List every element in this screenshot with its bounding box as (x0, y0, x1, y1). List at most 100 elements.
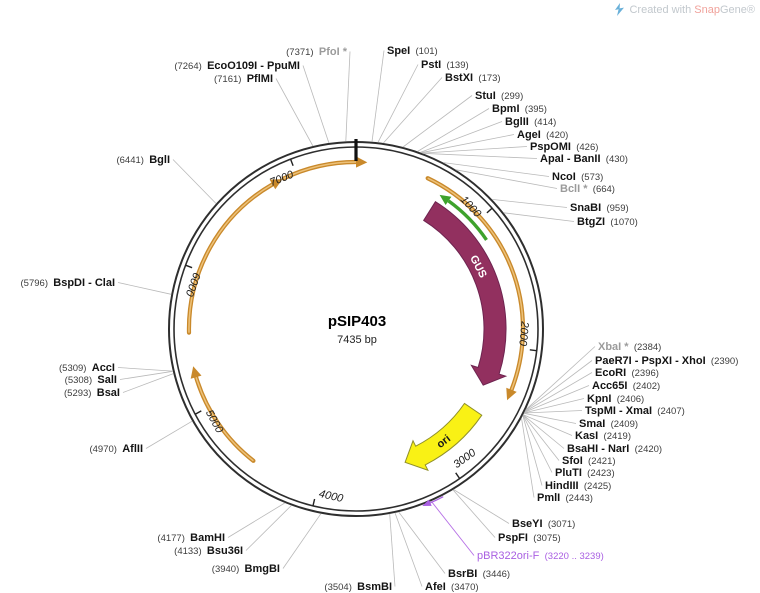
site-label-bcli[interactable]: BclI * (664) (560, 183, 615, 195)
position-marker-4000: 4000 (318, 488, 345, 505)
site-label-agei[interactable]: AgeI (420) (517, 129, 568, 141)
orf-arc[interactable] (186, 182, 275, 335)
leader-line-spei (371, 50, 385, 142)
site-label-bsmbi[interactable]: (3504) BsmBI (324, 581, 392, 593)
site-label-bmgbi[interactable]: (3940) BmgBI (212, 563, 280, 575)
site-label-bspdi-clai[interactable]: (5796) BspDI - ClaI (21, 277, 115, 289)
site-label-acci[interactable]: (5309) AccI (59, 362, 115, 374)
feature-ori[interactable] (404, 402, 483, 472)
site-label-pmli[interactable]: PmlI (2443) (537, 492, 593, 504)
site-label-bpmi[interactable]: BpmI (395) (492, 103, 547, 115)
watermark-created-with: Created with (629, 3, 695, 16)
site-label-afei[interactable]: AfeI (3470) (425, 581, 479, 593)
site-label-snabi[interactable]: SnaBI (959) (570, 202, 629, 214)
site-label-sfoi[interactable]: SfoI (2421) (562, 455, 616, 467)
site-label-xbai[interactable]: XbaI * (2384) (598, 341, 661, 353)
orf-arc-arrowhead (356, 156, 368, 168)
site-label-pspfi[interactable]: PspFI (3075) (498, 532, 561, 544)
site-label-pfoi[interactable]: (7371) PfoI * (286, 46, 348, 58)
leader-line-xbai (525, 346, 596, 410)
leader-line-pmli (521, 418, 535, 498)
site-label-aflii[interactable]: (4970) AflII (89, 443, 143, 455)
orf-arc[interactable] (281, 159, 359, 181)
leader-line-bglii (420, 121, 503, 153)
site-label-pflmi[interactable]: (7161) PflMI (214, 73, 273, 85)
site-label-hindiii[interactable]: HindIII (2425) (545, 480, 611, 492)
site-label-kasi[interactable]: KasI (2419) (575, 430, 631, 442)
leader-line-smai (523, 412, 577, 424)
site-label-bseyi[interactable]: BseYI (3071) (512, 518, 575, 530)
site-label-sali[interactable]: (5308) SalI (65, 374, 117, 386)
watermark-text: Created with SnapGene® (629, 4, 755, 16)
site-label-bsu36i[interactable]: (4133) Bsu36I (174, 545, 243, 557)
leader-line-bamhi (227, 502, 286, 538)
site-label-bglii[interactable]: BglII (414) (505, 116, 556, 128)
leader-line-paer7i-pspxi-xhoi (525, 360, 593, 411)
site-label-bgli[interactable]: (6441) BglI (116, 154, 170, 166)
site-label-acc65i[interactable]: Acc65I (2402) (592, 380, 660, 392)
site-label-pbr322ori-f[interactable]: pBR322ori-F (3220 .. 3239) (477, 550, 604, 562)
position-tick (194, 410, 202, 415)
leader-line-apai-banii (422, 152, 538, 159)
site-label-tspmi-xmai[interactable]: TspMI - XmaI (2407) (585, 405, 685, 417)
position-marker-7000: 7000 (268, 168, 296, 189)
leader-line-tspmi-xmai (524, 410, 583, 414)
leader-line-hindiii (522, 415, 543, 486)
watermark-brand-gene: Gene® (719, 3, 755, 16)
orf-arc-arrowhead (506, 387, 517, 401)
orf-arc-highlight (283, 161, 357, 180)
leader-line-acci (117, 367, 173, 372)
orf-arc[interactable] (194, 375, 256, 463)
site-label-smai[interactable]: SmaI (2409) (579, 418, 638, 430)
orf-arc-highlight (188, 183, 273, 333)
site-label-bamhi[interactable]: (4177) BamHI (157, 532, 225, 544)
leader-line-pluti (522, 415, 553, 473)
site-label-bsai[interactable]: (5293) BsaI (64, 387, 120, 399)
site-label-psti[interactable]: PstI (139) (421, 59, 469, 71)
primer-arrow[interactable] (430, 496, 444, 504)
leader-line-bgli (172, 159, 217, 204)
leader-line-sali (119, 370, 173, 380)
site-label-apai-banii[interactable]: ApaI - BanII (430) (540, 153, 628, 165)
site-label-ecori[interactable]: EcoRI (2396) (595, 367, 659, 379)
site-label-pspomi[interactable]: PspOMI (426) (530, 141, 598, 153)
plasmid-size: 7435 bp (337, 334, 377, 346)
leader-line-kpni (524, 398, 585, 414)
leader-line-pspomi (422, 146, 528, 154)
orf-arc-arrowhead (269, 179, 283, 190)
leader-line-ecoo109i-ppumi (302, 65, 330, 144)
plasmid-name: pSIP403 (328, 313, 386, 330)
leader-line-afei (394, 512, 423, 587)
site-label-stui[interactable]: StuI (299) (475, 90, 523, 102)
leader-line-btgzi (503, 212, 575, 222)
site-label-ecoo109i-ppumi[interactable]: (7264) EcoO109I - PpuMI (174, 60, 300, 72)
leader-line-pspfi (452, 489, 496, 538)
site-label-pluti[interactable]: PluTI (2423) (555, 467, 615, 479)
green-arrow-arrowhead (439, 194, 452, 205)
leader-line-psti (377, 64, 419, 143)
leader-line-pflmi (275, 78, 314, 147)
green-arrow-arc[interactable] (447, 199, 488, 241)
site-label-bstxi[interactable]: BstXI (173) (445, 72, 501, 84)
leader-line-sfoi (522, 414, 560, 461)
site-label-ncoi[interactable]: NcoI (573) (552, 171, 603, 183)
orf-arc-arrowhead (190, 366, 202, 379)
leader-line-bsu36i (245, 505, 292, 551)
position-tick (312, 498, 316, 506)
position-tick (529, 349, 537, 352)
site-label-bsahi-nari[interactable]: BsaHI - NarI (2420) (567, 443, 662, 455)
feature-gus[interactable] (423, 201, 508, 386)
site-label-bsrbi[interactable]: BsrBI (3446) (448, 568, 510, 580)
site-label-btgzi[interactable]: BtgZI (1070) (577, 216, 638, 228)
site-label-paer7i-pspxi-xhoi[interactable]: PaeR7I - PspXI - XhoI (2390) (595, 355, 738, 367)
position-marker-6000: 6000 (183, 271, 203, 299)
site-label-kpni[interactable]: KpnI (2406) (587, 393, 644, 405)
position-marker-2000: 2000 (516, 320, 531, 347)
site-label-spei[interactable]: SpeI (101) (387, 45, 438, 57)
leader-line-bmgbi (282, 513, 322, 569)
leader-line-bsahi-nari (522, 414, 565, 449)
snapgene-logo-icon (615, 3, 625, 16)
leader-line-bseyi (453, 489, 510, 524)
